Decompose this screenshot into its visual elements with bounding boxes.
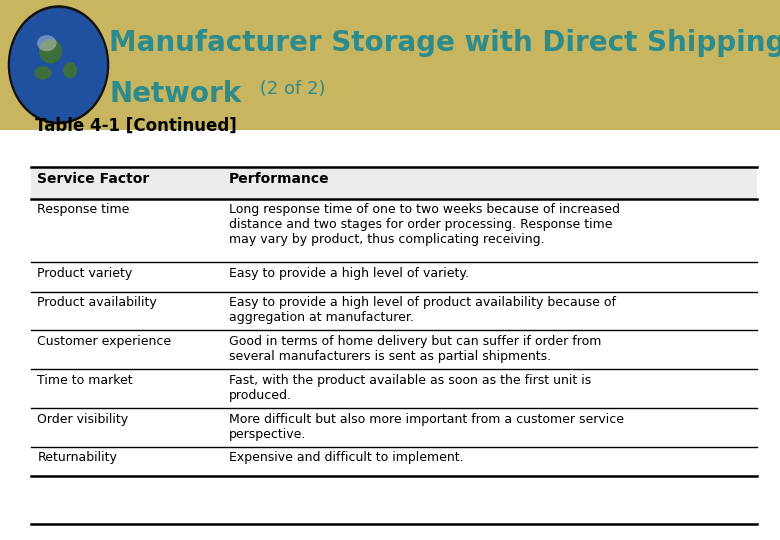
- Text: More difficult but also more important from a customer service
perspective.: More difficult but also more important f…: [229, 413, 624, 441]
- Text: Manufacturer Storage with Direct Shipping: Manufacturer Storage with Direct Shippin…: [109, 29, 780, 57]
- Text: Product variety: Product variety: [37, 267, 133, 280]
- Text: Product availability: Product availability: [37, 296, 158, 309]
- Text: Good in terms of home delivery but can suffer if order from
several manufacturer: Good in terms of home delivery but can s…: [229, 335, 601, 363]
- Text: Returnability: Returnability: [37, 451, 117, 464]
- Text: Easy to provide a high level of product availability because of
aggregation at m: Easy to provide a high level of product …: [229, 296, 616, 324]
- Ellipse shape: [39, 39, 62, 64]
- Text: Response time: Response time: [37, 203, 129, 216]
- Text: Time to market: Time to market: [37, 374, 133, 387]
- Ellipse shape: [34, 66, 51, 79]
- Text: Customer experience: Customer experience: [37, 335, 172, 348]
- Ellipse shape: [63, 62, 77, 78]
- Text: Expensive and difficult to implement.: Expensive and difficult to implement.: [229, 451, 464, 464]
- Text: Long response time of one to two weeks because of increased
distance and two sta: Long response time of one to two weeks b…: [229, 203, 620, 246]
- Text: Service Factor: Service Factor: [37, 172, 150, 186]
- Text: Order visibility: Order visibility: [37, 413, 129, 426]
- Ellipse shape: [8, 5, 109, 124]
- Ellipse shape: [10, 8, 107, 122]
- Text: Performance: Performance: [229, 172, 330, 186]
- Bar: [31, 167, 757, 199]
- Ellipse shape: [10, 8, 107, 122]
- Bar: [0, 0, 780, 130]
- Text: Table 4-1 [Continued]: Table 4-1 [Continued]: [35, 117, 237, 135]
- Ellipse shape: [37, 35, 56, 51]
- Text: Fast, with the product available as soon as the first unit is
produced.: Fast, with the product available as soon…: [229, 374, 591, 402]
- Text: Easy to provide a high level of variety.: Easy to provide a high level of variety.: [229, 267, 469, 280]
- Text: (2 of 2): (2 of 2): [254, 80, 325, 98]
- Text: Network: Network: [109, 80, 242, 109]
